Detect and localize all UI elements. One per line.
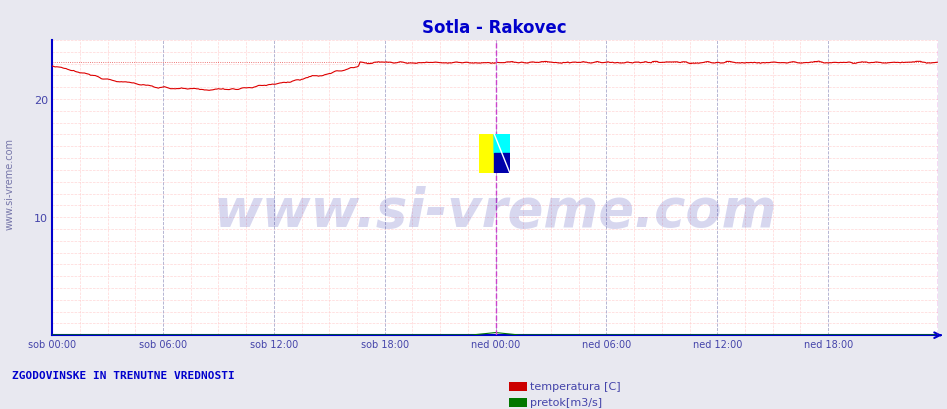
Bar — [494, 135, 509, 154]
Text: ZGODOVINSKE IN TRENUTNE VREDNOSTI: ZGODOVINSKE IN TRENUTNE VREDNOSTI — [12, 370, 235, 380]
Polygon shape — [494, 154, 509, 173]
Text: pretok[m3/s]: pretok[m3/s] — [530, 397, 602, 407]
Text: www.si-vreme.com: www.si-vreme.com — [213, 186, 777, 238]
Text: www.si-vreme.com: www.si-vreme.com — [5, 138, 15, 230]
Title: Sotla - Rakovec: Sotla - Rakovec — [422, 19, 567, 36]
Text: temperatura [C]: temperatura [C] — [530, 382, 621, 391]
Bar — [478, 135, 494, 173]
Polygon shape — [494, 135, 509, 154]
